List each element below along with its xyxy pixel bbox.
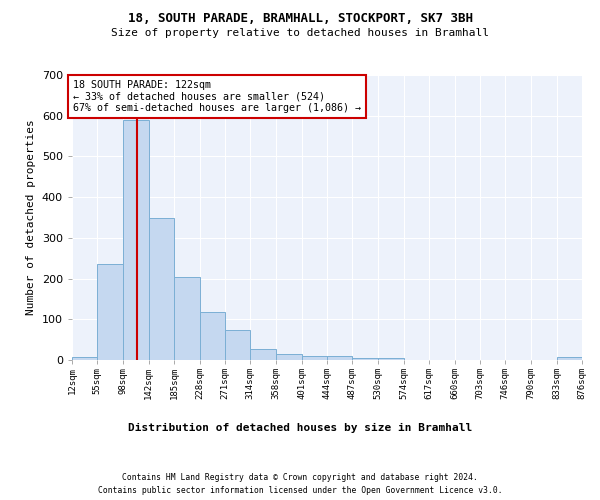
Text: 18, SOUTH PARADE, BRAMHALL, STOCKPORT, SK7 3BH: 18, SOUTH PARADE, BRAMHALL, STOCKPORT, S… [128, 12, 473, 26]
Y-axis label: Number of detached properties: Number of detached properties [26, 120, 36, 316]
Text: Distribution of detached houses by size in Bramhall: Distribution of detached houses by size … [128, 422, 472, 432]
Bar [72, 356, 97, 360]
Text: Size of property relative to detached houses in Bramhall: Size of property relative to detached ho… [111, 28, 489, 38]
Bar [174, 276, 199, 360]
Bar [199, 312, 225, 360]
Bar [149, 218, 174, 360]
Text: Contains HM Land Registry data © Crown copyright and database right 2024.: Contains HM Land Registry data © Crown c… [122, 472, 478, 482]
Bar [123, 120, 149, 360]
Text: Contains public sector information licensed under the Open Government Licence v3: Contains public sector information licen… [98, 486, 502, 495]
Bar [276, 354, 302, 360]
Bar [302, 356, 327, 360]
Bar [378, 358, 404, 360]
Bar [352, 358, 378, 360]
Bar [97, 264, 123, 360]
Bar [327, 356, 352, 360]
Bar [557, 356, 582, 360]
Bar [225, 330, 250, 360]
Bar [250, 350, 276, 360]
Text: 18 SOUTH PARADE: 122sqm
← 33% of detached houses are smaller (524)
67% of semi-d: 18 SOUTH PARADE: 122sqm ← 33% of detache… [73, 80, 361, 113]
